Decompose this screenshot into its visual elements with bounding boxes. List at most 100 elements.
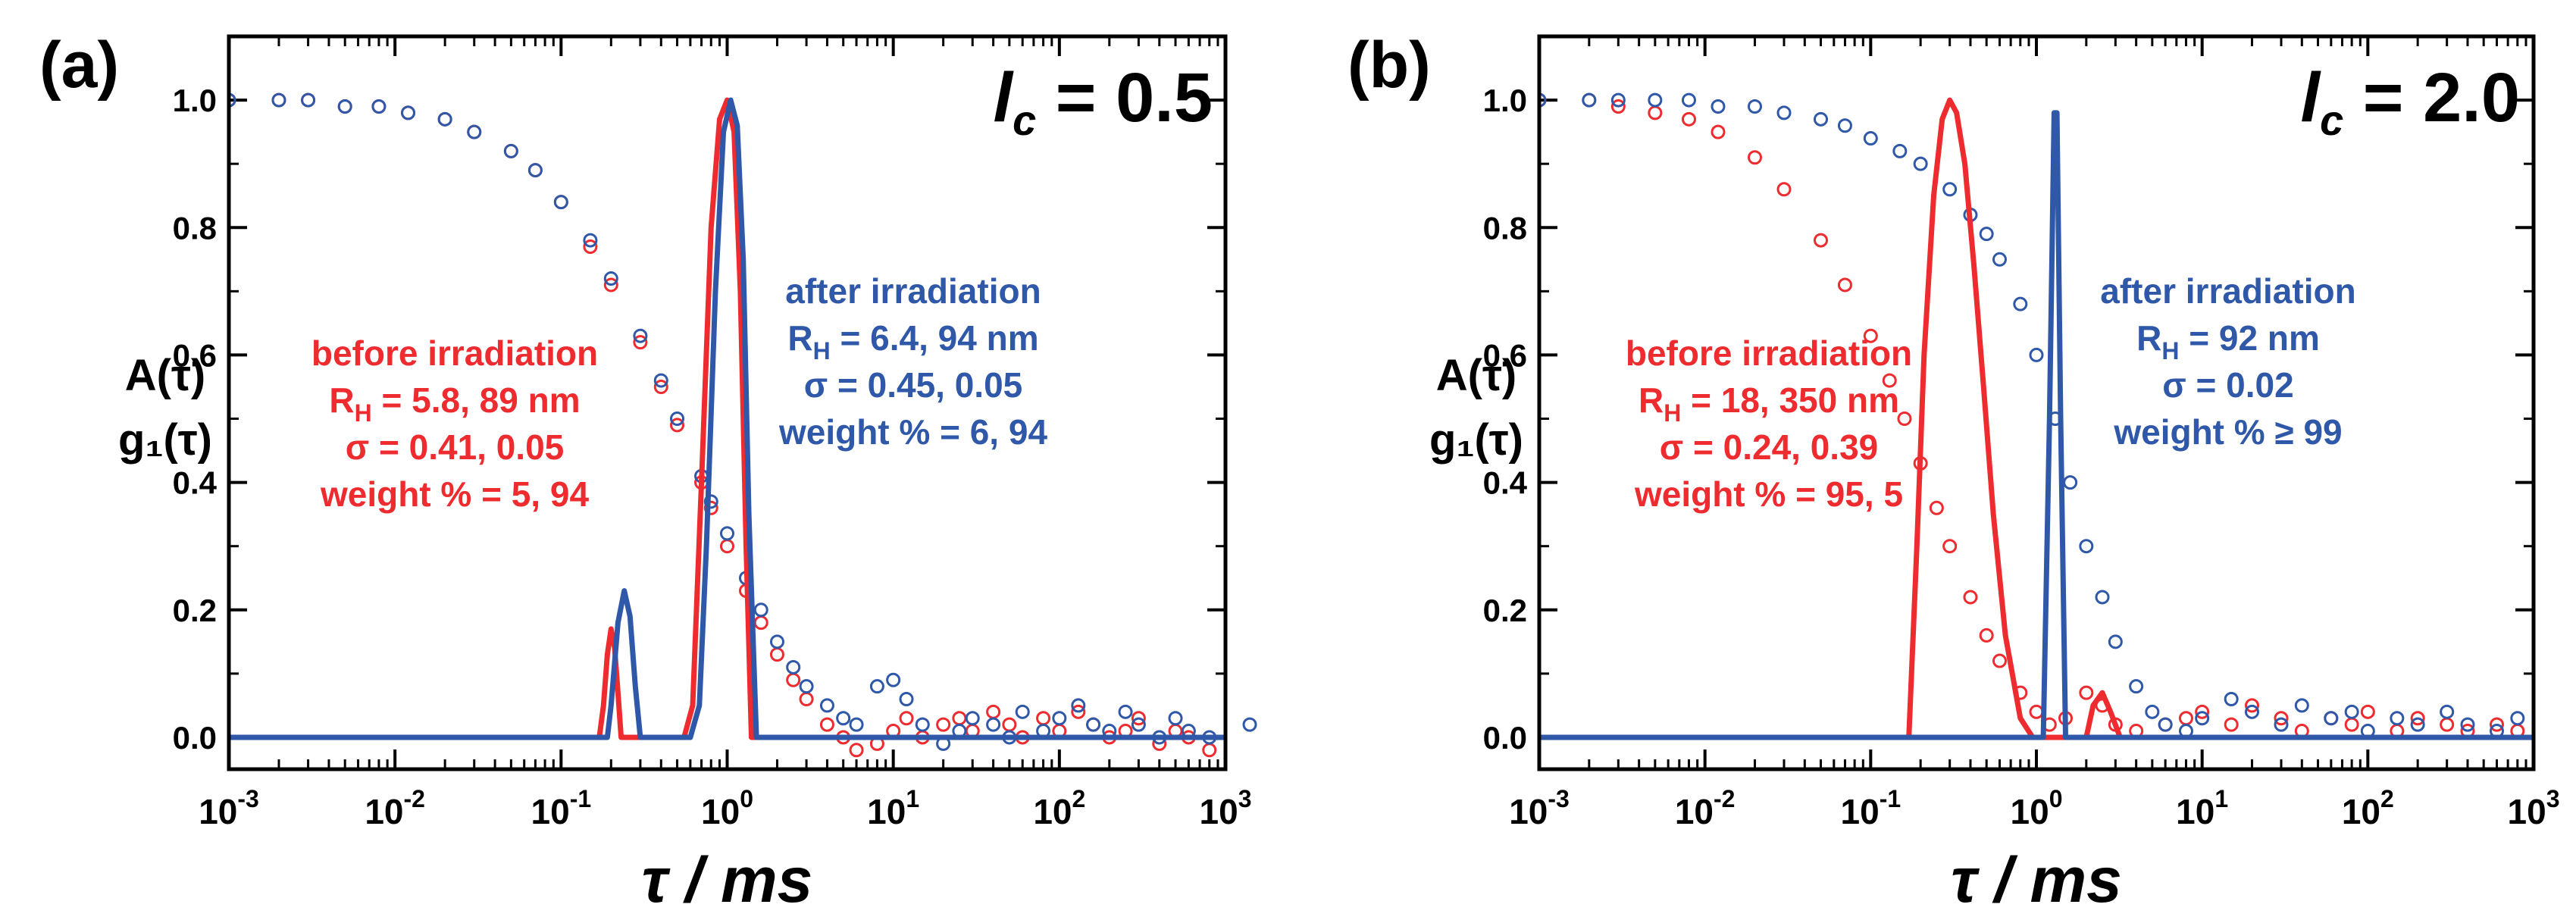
rh-value: = 18, 350 nm: [1681, 380, 1899, 420]
x-tick-base: 10: [2342, 792, 2380, 831]
before-g1-point: [1882, 373, 1897, 388]
after-g1-point: [1086, 717, 1101, 732]
after-text-line: RH = 92 nm: [2136, 318, 2320, 365]
after-g1-point: [1863, 131, 1878, 146]
x-tick-base: 10: [701, 792, 740, 831]
before-text-line: RH = 18, 350 nm: [1639, 380, 1899, 427]
x-tick-base: 10: [1841, 792, 1880, 831]
x-tick-label: 10-3: [199, 785, 259, 831]
x-tick-base: 10: [199, 792, 237, 831]
y-tick-label: 0.2: [1483, 593, 1527, 628]
before-g1-point: [753, 615, 768, 631]
y-tick-label: 0.6: [173, 337, 217, 373]
before-g1-point: [583, 239, 598, 254]
y-tick-label: 1.0: [173, 83, 217, 118]
after-g1-point: [1242, 717, 1257, 732]
after-g1-point: [1052, 711, 1067, 726]
x-tick-label: 10-2: [1675, 785, 1736, 831]
x-tick-label: 10-3: [1509, 785, 1570, 831]
after-g1-point: [2274, 717, 2289, 732]
y-axis-label-a: A(τ): [1436, 351, 1516, 400]
after-g1-point: [401, 105, 416, 120]
after-g1-point: [1168, 711, 1183, 726]
before-g1-point: [1036, 711, 1051, 726]
before-g1-point: [2224, 717, 2239, 732]
before-g1-point: [2344, 717, 2359, 732]
before-g1-point: [1131, 711, 1146, 726]
x-tick-base: 10: [2176, 792, 2214, 831]
after-text-line: after irradiation: [2100, 271, 2355, 311]
rh-subscript: H: [355, 399, 372, 427]
after-text-line: RH = 6.4, 94 nm: [787, 318, 1038, 365]
y-axis-label-g1: g₁(τ): [118, 415, 212, 465]
before-g1-point: [849, 743, 864, 758]
x-tick-exponent: 3: [2546, 785, 2560, 812]
plot-area: [229, 92, 1225, 758]
x-tick-label: 100: [701, 785, 753, 831]
x-axis-label: τ / ms: [1951, 844, 2122, 915]
after-g1-point: [1711, 99, 1726, 114]
before-text-line: σ = 0.41, 0.05: [346, 427, 565, 467]
rh-subscript: H: [1664, 399, 1681, 427]
after-g1-point: [1015, 704, 1030, 719]
x-tick-exponent: 0: [740, 785, 753, 812]
after-fit-line: [229, 97, 1225, 740]
x-tick-exponent: 3: [1238, 785, 1252, 812]
after-g1-point: [2410, 717, 2425, 732]
x-tick-label: 103: [2508, 785, 2560, 831]
before-text-line: σ = 0.24, 0.39: [1660, 427, 1879, 467]
after-g1-point: [603, 271, 618, 286]
after-g1-point: [1118, 704, 1133, 719]
after-text-line: after irradiation: [785, 271, 1041, 311]
after-g1-point: [799, 679, 814, 694]
before-text-line: weight % = 5, 94: [320, 474, 589, 514]
after-g1-point: [1942, 182, 1958, 197]
after-g1-point: [836, 711, 851, 726]
lc-subscript: c: [2320, 96, 2343, 144]
before-g1-point: [819, 717, 834, 732]
y-tick-label: 1.0: [1483, 83, 1527, 118]
x-tick-exponent: -1: [570, 785, 591, 812]
after-g1-point: [915, 717, 930, 732]
y-tick-label: 0.8: [1483, 210, 1527, 246]
before-g1-point: [2244, 698, 2259, 713]
x-tick-exponent: 1: [906, 785, 919, 812]
rh-symbol: R: [787, 318, 812, 358]
x-tick-label: 101: [2176, 785, 2228, 831]
y-tick-label: 0.0: [1483, 720, 1527, 756]
after-g1-point: [769, 634, 784, 649]
after-g1-point: [720, 526, 734, 541]
after-g1-point: [2440, 704, 2455, 719]
rh-value: = 5.8, 89 nm: [372, 380, 581, 420]
before-text-line: weight % = 95, 5: [1634, 474, 1903, 514]
x-tick-base: 10: [1675, 792, 1714, 831]
after-g1-point: [899, 692, 914, 707]
x-tick-base: 10: [2011, 792, 2049, 831]
after-g1-point: [633, 328, 648, 343]
x-tick-base: 10: [365, 792, 403, 831]
after-g1-point: [2095, 590, 2110, 605]
rh-subscript: H: [2161, 337, 2179, 365]
before-g1-point: [769, 647, 784, 662]
after-g1-point: [371, 99, 387, 114]
after-g1-point: [2158, 717, 2173, 732]
lc-symbol: l: [2301, 59, 2322, 136]
lc-symbol: l: [994, 59, 1015, 136]
after-g1-point: [1648, 92, 1663, 108]
before-g1-point: [1863, 328, 1878, 343]
x-tick-exponent: -2: [1714, 785, 1735, 812]
before-g1-point: [1837, 277, 1852, 293]
before-g1-point: [2360, 704, 2375, 719]
rh-value: = 6.4, 94 nm: [831, 318, 1039, 358]
y-tick-label: 0.0: [173, 720, 217, 756]
before-g1-point: [899, 711, 914, 726]
after-g1-point: [2224, 692, 2239, 707]
after-g1-point: [1071, 698, 1086, 713]
before-g1-point: [799, 692, 814, 707]
after-g1-point: [1837, 118, 1852, 133]
before-g1-point: [1071, 704, 1086, 719]
after-g1-point: [2324, 711, 2339, 726]
after-text-line: weight % ≥ 99: [2113, 412, 2342, 452]
rh-symbol: R: [2136, 318, 2161, 358]
after-g1-point: [986, 717, 1001, 732]
